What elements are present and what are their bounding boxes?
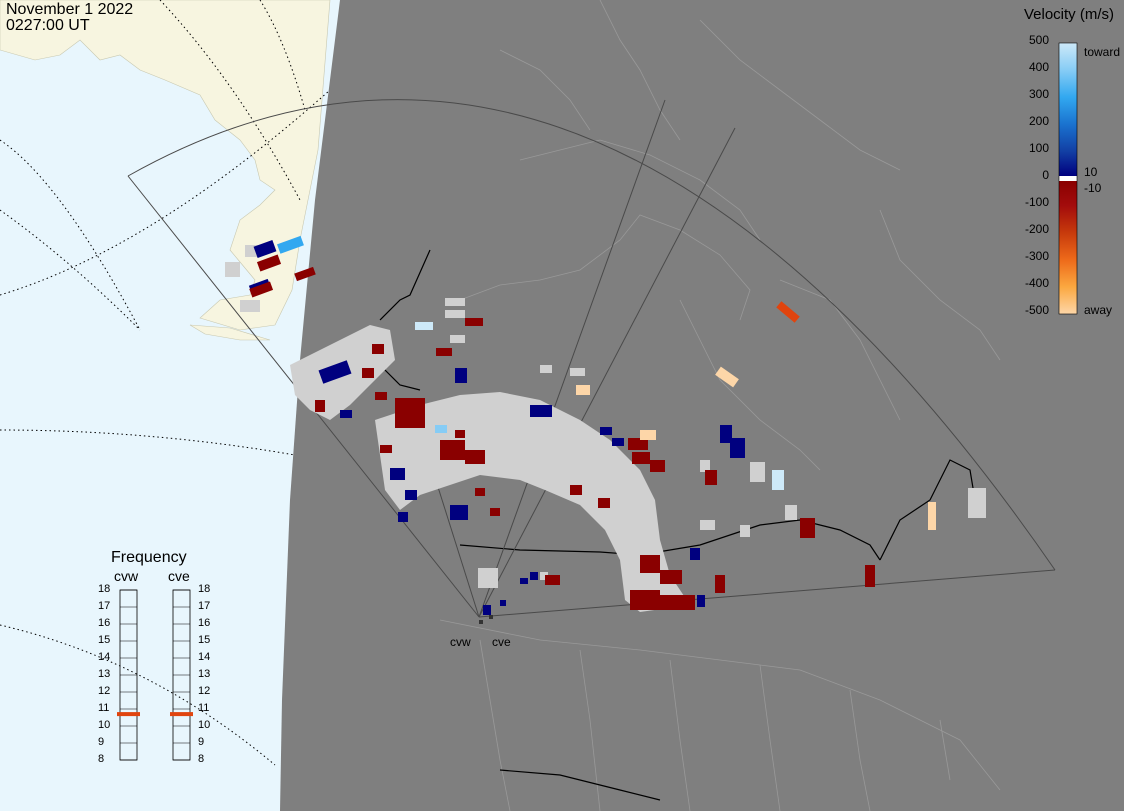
positive-threshold-label: 10: [1084, 165, 1098, 179]
velocity-tick: -200: [1024, 222, 1049, 236]
frequency-tick-label: 18: [98, 583, 111, 595]
frequency-tick-label: 16: [198, 617, 211, 629]
velocity-colorbar: [1058, 42, 1078, 315]
negative-threshold-label: -10: [1084, 181, 1102, 195]
geography-lines: [439, 0, 1001, 811]
velocity-tick: -500: [1024, 303, 1049, 317]
velocity-tick: 0: [1042, 168, 1049, 182]
velocity-tick: 300: [1028, 87, 1049, 101]
frequency-tick-label: 12: [198, 685, 211, 697]
frequency-tick-label: 17: [98, 600, 111, 612]
high-speed-echoes: [277, 235, 936, 530]
frequency-tick-label: 11: [98, 702, 110, 714]
time-label: 0227:00 UT: [6, 17, 90, 34]
frequency-tick-label: 12: [98, 685, 111, 697]
frequency-tick-label: 15: [98, 634, 111, 646]
velocity-tick: -100: [1024, 195, 1049, 209]
velocity-tick: 400: [1028, 60, 1049, 74]
frequency-tick-label: 10: [98, 719, 111, 731]
toward-echoes: [248, 239, 745, 615]
away-label: away: [1084, 303, 1113, 317]
frequency-tick-label: 14: [198, 651, 211, 663]
velocity-tick: 500: [1028, 33, 1049, 47]
alaska-landmass: [0, 0, 331, 331]
toward-label: toward: [1084, 45, 1121, 59]
graticule: [0, 0, 331, 766]
radar-label-cve: cve: [492, 635, 511, 649]
frequency-radar-cvw: cvw: [114, 568, 139, 584]
date-label: November 1 2022: [6, 1, 134, 18]
velocity-tick: 100: [1028, 141, 1049, 155]
frequency-marker-cvw: [117, 712, 140, 717]
frequency-bars: [117, 589, 193, 761]
frequency-tick-label: 14: [98, 651, 111, 663]
frequency-radar-cve: cve: [168, 568, 190, 584]
radar-label-cvw: cvw: [450, 635, 471, 649]
frequency-tick-label: 16: [98, 617, 111, 629]
velocity-scale-title: Velocity (m/s): [1023, 6, 1114, 23]
frequency-tick-label: 13: [198, 668, 211, 680]
frequency-marker-cve: [170, 712, 193, 717]
frequency-title: Frequency: [111, 549, 187, 566]
frequency-tick-label: 8: [98, 753, 105, 765]
radar-sites: [479, 615, 493, 624]
frequency-tick-label: 8: [198, 753, 205, 765]
frequency-tick-label: 10: [198, 719, 211, 731]
frequency-tick-label: 17: [198, 600, 211, 612]
velocity-tick: -300: [1024, 249, 1049, 263]
frequency-tick-label: 11: [198, 702, 210, 714]
island: [189, 324, 271, 341]
frequency-tick-label: 9: [198, 736, 205, 748]
away-echoes: [249, 254, 875, 610]
frequency-tick-label: 9: [98, 736, 105, 748]
velocity-tick: -400: [1024, 276, 1049, 290]
frequency-tick-label: 18: [198, 583, 211, 595]
frequency-tick-label: 13: [98, 668, 111, 680]
frequency-tick-label: 15: [198, 634, 211, 646]
velocity-tick: 200: [1028, 114, 1049, 128]
